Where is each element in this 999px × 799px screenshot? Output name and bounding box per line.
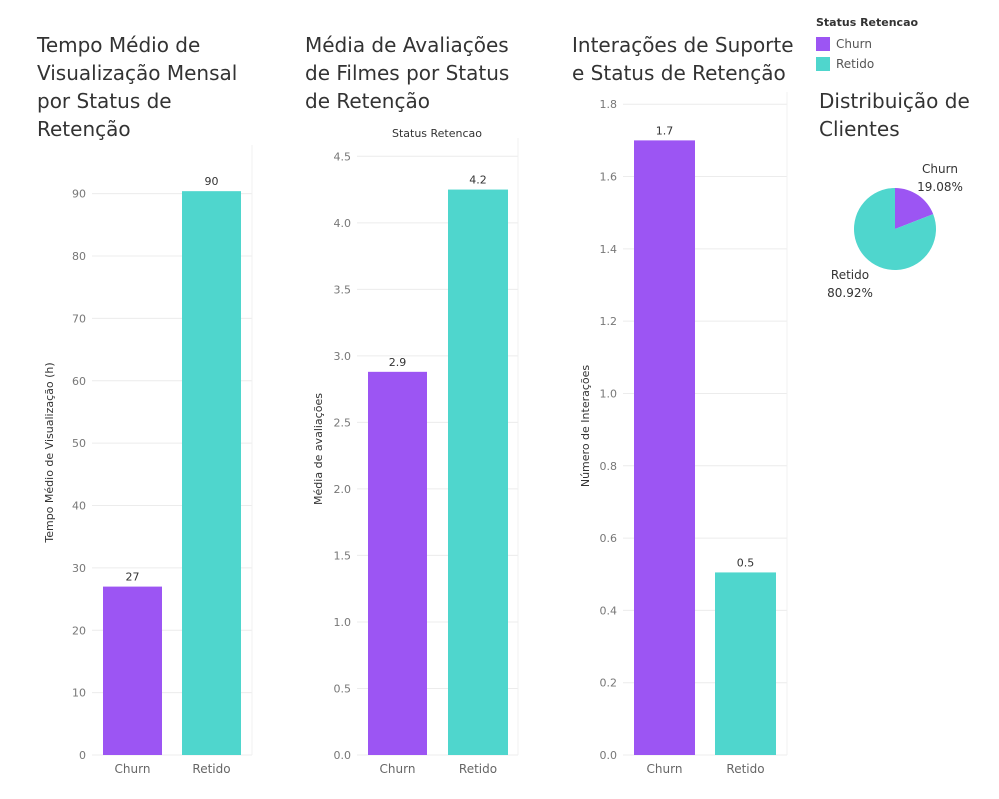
legend: Status Retencao Churn Retido [816,16,918,74]
watch-time-ytick-label: 30 [72,562,86,575]
pie-slice-churn [895,188,934,229]
ratings-y-axis-label: Média de avaliações [312,393,325,505]
ratings-ytick-label: 2.0 [334,483,352,496]
support-ytick-label: 1.2 [600,315,618,328]
pie-pct-label-churn: 19.08% [917,180,963,194]
pie-label-churn: Churn [922,162,958,176]
legend-label-churn: Churn [836,37,872,51]
watch-time-y-axis-label: Tempo Médio de Visualização (h) [43,362,56,543]
watch-time-ytick-label: 70 [72,312,86,325]
ratings-data-label: 4.2 [469,174,487,187]
watch-time-ytick-label: 0 [79,749,86,762]
watch-time-bar-retido [182,191,241,756]
support-ytick-label: 1.8 [600,98,618,111]
ratings-ytick-label: 0.5 [334,682,352,695]
pie-slice-retido [853,188,937,270]
ratings-data-label: 2.9 [389,356,407,369]
chart-title-ratings: Média de Avaliações de Filmes por Status d… [305,33,510,113]
legend-label-retido: Retido [836,57,875,71]
pie-label-retido: Retido [831,268,869,282]
ratings-bar-retido [448,189,508,756]
ratings-column-header: Status Retencao [392,127,482,140]
legend-swatch-retido [816,57,830,71]
support-ytick-label: 0.8 [600,460,618,473]
pie-pct-label-retido: 80.92% [827,286,873,300]
watch-time-ytick-label: 40 [72,500,86,513]
ratings-ytick-label: 4.0 [334,217,352,230]
watch-time-ytick-label: 20 [72,624,86,637]
ratings-ytick-label: 4.5 [334,150,352,163]
support-data-label: 1.7 [656,124,674,137]
ratings-ytick-label: 0.0 [334,749,352,762]
support-ytick-label: 1.0 [600,387,618,400]
support-y-axis-label: Número de Interações [579,365,592,488]
watch-time-ytick-label: 60 [72,375,86,388]
watch-time-ytick-label: 90 [72,188,86,201]
support-ytick-label: 0.4 [600,604,618,617]
ratings-ytick-label: 1.0 [334,616,352,629]
support-ytick-label: 1.4 [600,243,618,256]
watch-time-data-label: 90 [205,175,219,188]
support-bar-retido [715,572,776,755]
watch-time-category-label: Retido [192,762,230,776]
ratings-ytick-label: 1.5 [334,549,352,562]
chart-title-distribution: Distribuição de Clientes [819,89,970,141]
legend-swatch-churn [816,37,830,51]
watch-time-ytick-label: 80 [72,250,86,263]
ratings-category-label: Churn [380,762,416,776]
support-ytick-label: 0.2 [600,677,618,690]
ratings-category-label: Retido [459,762,497,776]
legend-item-churn[interactable]: Churn [816,34,918,54]
watch-time-category-label: Churn [115,762,151,776]
watch-time-ytick-label: 10 [72,687,86,700]
watch-time-ytick-label: 50 [72,437,86,450]
support-ytick-label: 0.0 [600,749,618,762]
support-ytick-label: 1.6 [600,171,618,184]
chart-title-support: Interações de Suporte e Status de Retençã… [572,33,794,85]
support-ytick-label: 0.6 [600,532,618,545]
support-data-label: 0.5 [737,556,755,569]
watch-time-data-label: 27 [126,571,140,584]
legend-title: Status Retencao [816,16,919,29]
watch-time-bar-churn [103,586,162,755]
ratings-ytick-label: 3.0 [334,350,352,363]
legend-item-retido[interactable]: Retido [816,54,918,74]
support-bar-churn [634,140,695,755]
ratings-ytick-label: 3.5 [334,283,352,296]
chart-title-watch-time: Tempo Médio de Visualização Mensal por Sta… [37,33,238,141]
ratings-bar-churn [368,371,427,755]
ratings-ytick-label: 2.5 [334,416,352,429]
support-category-label: Churn [647,762,683,776]
support-category-label: Retido [726,762,764,776]
